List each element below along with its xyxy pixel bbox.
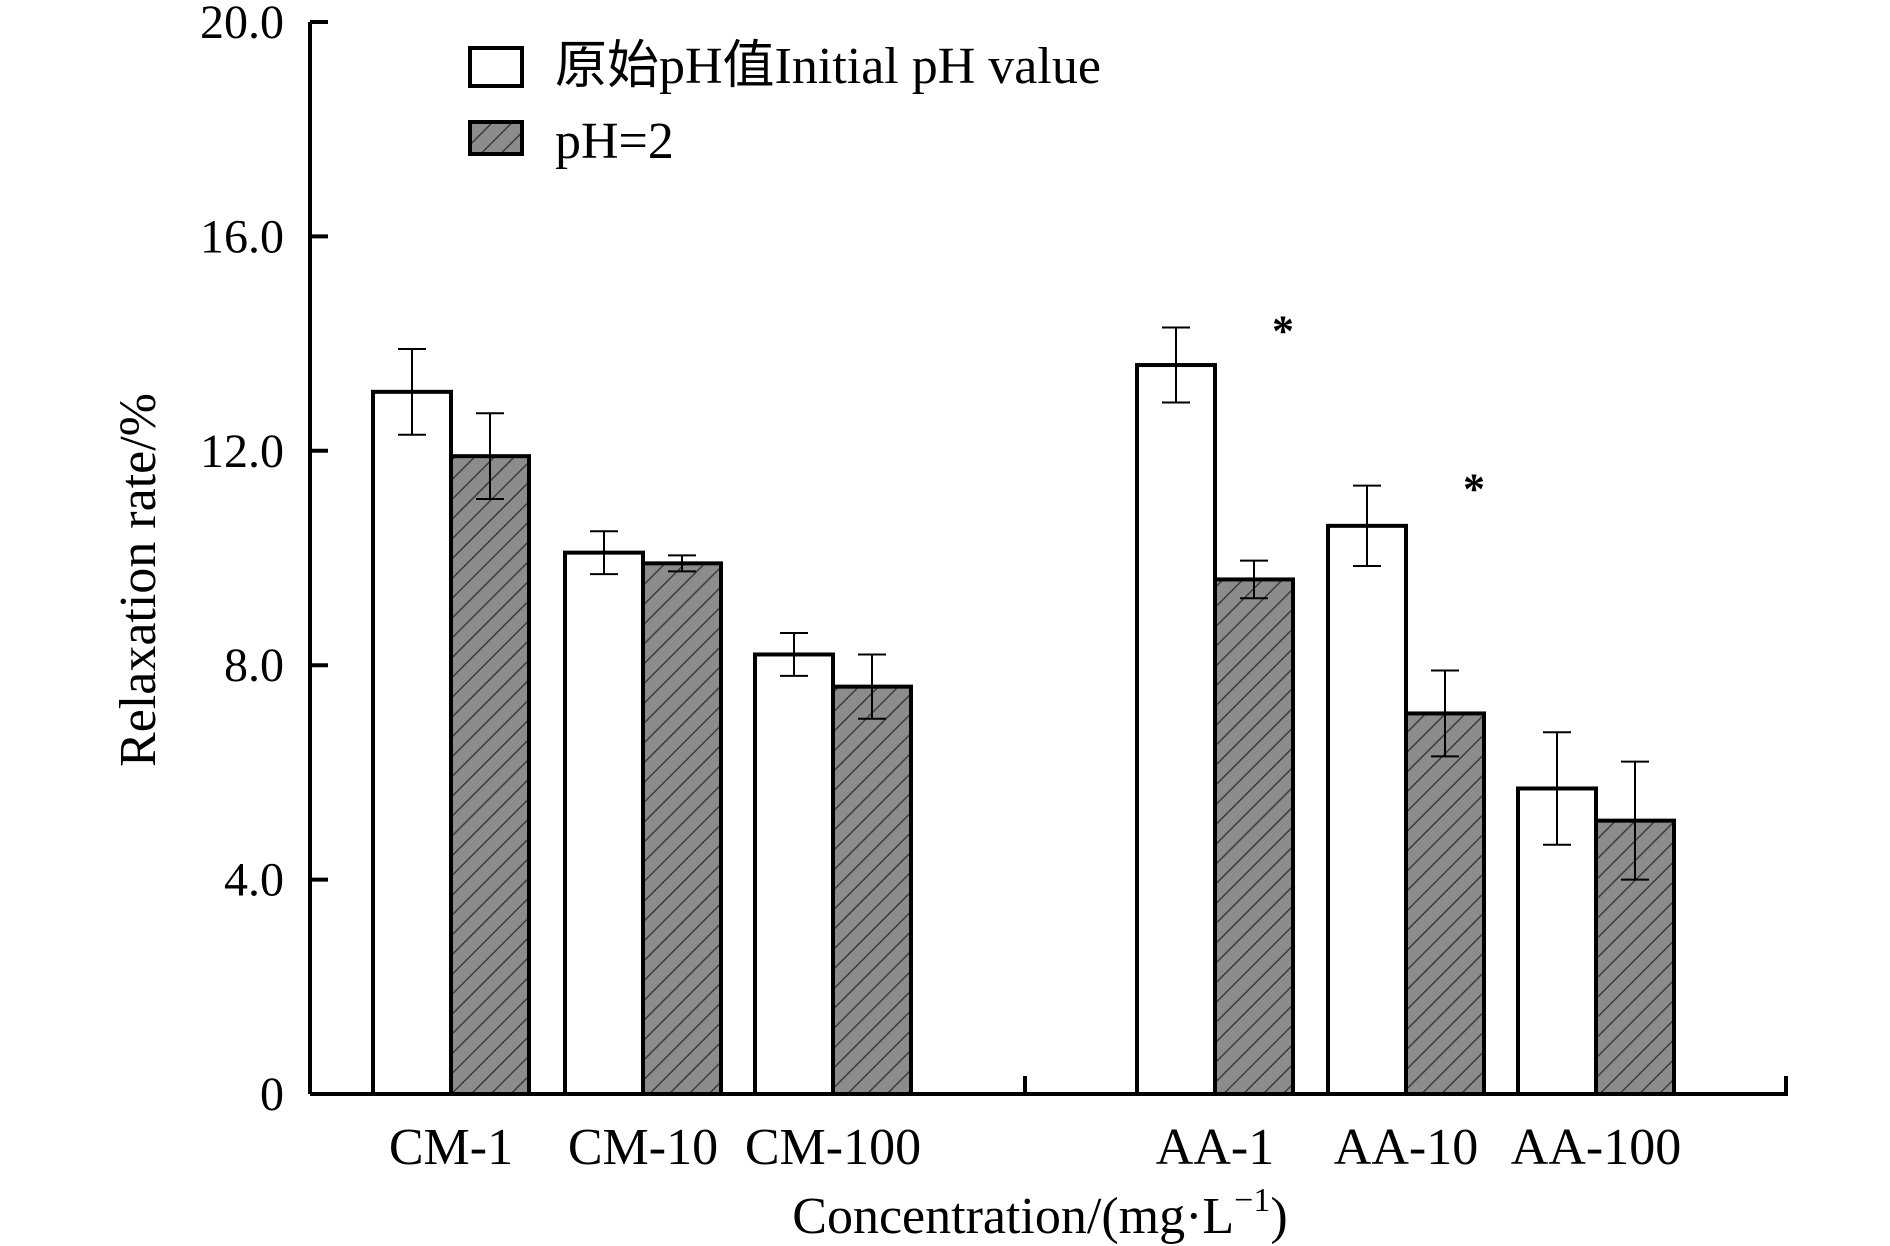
category-label: CM-1 bbox=[389, 1119, 513, 1176]
error-bars-layer bbox=[398, 326, 1649, 881]
category-labels-layer: CM-1 CM-10 CM-100 AA-1 AA-10 AA-100 bbox=[389, 1119, 1681, 1176]
y-tick-label: 4.0 bbox=[224, 854, 284, 907]
bar-ph2 bbox=[831, 684, 913, 1096]
bar-initial-ph bbox=[1135, 363, 1217, 1097]
category-label: CM-100 bbox=[745, 1119, 921, 1176]
legend: 原始pH值Initial pH value pH=2 bbox=[468, 38, 1101, 170]
category-label: AA-10 bbox=[1334, 1119, 1478, 1176]
y-tick-label: 8.0 bbox=[224, 639, 284, 692]
bar-ph2 bbox=[1213, 577, 1295, 1096]
y-axis-title: Relaxation rate/% bbox=[110, 393, 167, 767]
legend-label-initial: 原始pH值Initial pH value bbox=[555, 38, 1101, 95]
y-tick-label: 16.0 bbox=[200, 210, 284, 263]
x-axis-title-close: ) bbox=[1270, 1188, 1287, 1245]
bar-initial-ph bbox=[371, 389, 453, 1096]
bar-ph2 bbox=[1404, 711, 1486, 1096]
x-axis-title: Concentration/(mg·L−1) bbox=[792, 1182, 1287, 1245]
x-axis-title-superscript: −1 bbox=[1234, 1182, 1270, 1219]
significance-layer: ** bbox=[1272, 307, 1485, 514]
legend-swatch-ph2 bbox=[468, 120, 524, 156]
significance-asterisk: * bbox=[1463, 465, 1485, 514]
category-label: CM-10 bbox=[568, 1119, 718, 1176]
x-axis-title-main: Concentration/(mg·L bbox=[792, 1188, 1234, 1245]
axes-layer bbox=[308, 22, 1788, 1096]
category-label: AA-100 bbox=[1511, 1119, 1681, 1176]
bar-ph2 bbox=[449, 454, 531, 1097]
legend-label-ph2: pH=2 bbox=[555, 113, 674, 170]
bar-initial-ph bbox=[563, 550, 645, 1096]
y-tick-label: 0 bbox=[260, 1068, 284, 1121]
bar-initial-ph bbox=[1326, 523, 1408, 1096]
significance-asterisk: * bbox=[1272, 307, 1294, 356]
y-ticks-layer: 0 4.0 8.0 12.0 16.0 20.0 bbox=[200, 0, 328, 1121]
y-tick-label: 20.0 bbox=[200, 0, 284, 49]
y-tick-label: 12.0 bbox=[200, 425, 284, 478]
category-label: AA-1 bbox=[1156, 1119, 1274, 1176]
bar-initial-ph bbox=[753, 652, 835, 1096]
legend-swatch-initial bbox=[468, 46, 524, 88]
bar-ph2 bbox=[641, 561, 723, 1096]
